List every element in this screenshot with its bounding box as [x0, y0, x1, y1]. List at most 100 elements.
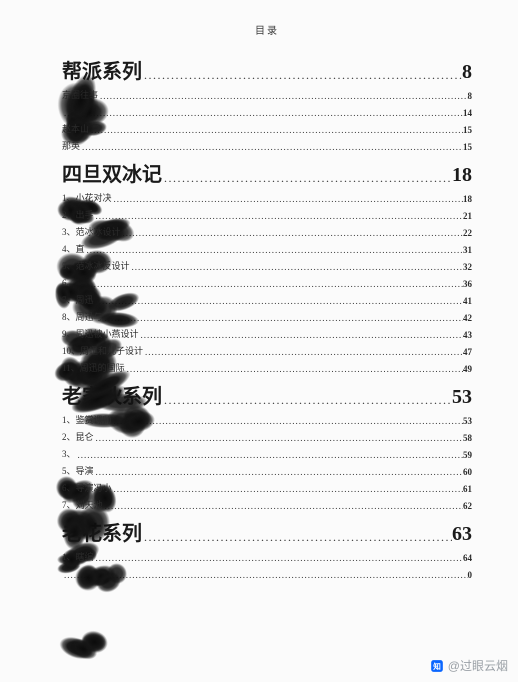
dot-leaders [139, 331, 463, 340]
entry-label: 9、周迅被小燕设计 [62, 327, 139, 340]
entry-page: 8 [468, 91, 473, 101]
dot-leaders [142, 531, 452, 546]
section-page: 53 [452, 386, 472, 409]
entry-label: 6、导演冯小 [62, 481, 112, 494]
zhihu-icon: 知 [430, 659, 444, 673]
entry-page: 32 [463, 262, 472, 272]
entry-page: 58 [463, 433, 472, 443]
dot-leaders [94, 297, 463, 306]
entry-label: 那英 [62, 139, 80, 152]
section-title: 老花系列 [62, 517, 142, 546]
toc-section: 老花系列 63 1、瞎编 64 0 [62, 517, 472, 580]
entry-label: 7、刘天池 [62, 498, 103, 511]
entry-label: 4、直 [62, 242, 85, 255]
entry-label: 3、范冰冰设计 [62, 225, 121, 238]
toc-entry: 那英 15 [62, 135, 472, 152]
dot-leaders [62, 571, 468, 580]
entry-label: 京圈往事 [62, 88, 98, 101]
entry-label: 11、周迅的国际 [62, 361, 125, 374]
entry-page: 15 [463, 125, 472, 135]
toc-entry: 6、 36 [62, 272, 472, 289]
toc-section: 老家伙系列531、鉴赏课师532、昆仑583、595、导演606、导演冯小617… [62, 380, 472, 511]
toc-entry: 5、导演60 [62, 460, 472, 477]
section-page: 63 [452, 523, 472, 546]
dot-leaders [62, 109, 463, 118]
entry-page: 47 [463, 347, 472, 357]
toc-entry: 3、范冰冰设计 22 [62, 221, 472, 238]
entry-page: 14 [463, 108, 472, 118]
section-heading-row: 帮派系列 8 [62, 55, 472, 84]
toc-entry: 赵本山 15 [62, 118, 472, 135]
entry-page: 0 [468, 570, 473, 580]
entry-page: 41 [463, 296, 472, 306]
dot-leaders [143, 348, 463, 357]
entry-label: 1、瞎编 [62, 550, 94, 563]
entry-page: 15 [463, 142, 472, 152]
toc-entry: 1、小花对决 18 [62, 187, 472, 204]
entry-label: 5、范冰冰反设计 [62, 259, 130, 272]
dot-leaders [94, 434, 463, 443]
entry-page: 22 [463, 228, 472, 238]
toc-entry: 7、周迅 41 [62, 289, 472, 306]
dot-leaders [94, 554, 463, 563]
dot-leaders [94, 212, 463, 221]
dot-leaders [162, 172, 452, 187]
toc-entry: 6、导演冯小 61 [62, 477, 472, 494]
dot-leaders [103, 502, 463, 511]
entry-label: 5、导演 [62, 464, 94, 477]
toc-entry: 14 [62, 101, 472, 118]
dot-leaders [76, 280, 463, 289]
section-page: 8 [462, 61, 472, 84]
dot-leaders [98, 92, 467, 101]
toc-entry: 京圈往事 8 [62, 84, 472, 101]
table-of-contents: 帮派系列8京圈往事814赵本山15那英15四旦双冰记181、小花对决182、出手… [62, 55, 472, 580]
entry-label: 1、小花对决 [62, 191, 112, 204]
dot-leaders [112, 195, 463, 204]
entry-page: 36 [463, 279, 472, 289]
toc-entry: 2、出手21 [62, 204, 472, 221]
dot-leaders [112, 485, 463, 494]
entry-page: 42 [463, 313, 472, 323]
dot-leaders [89, 126, 463, 135]
entry-page: 59 [463, 450, 472, 460]
watermark: 知 @过眼云烟 [430, 657, 508, 674]
entry-page: 43 [463, 330, 472, 340]
dot-leaders [112, 417, 463, 426]
dot-leaders [103, 314, 463, 323]
toc-entry: 4、直31 [62, 238, 472, 255]
entry-page: 61 [463, 484, 472, 494]
toc-entry: 2、昆仑 58 [62, 426, 472, 443]
entry-label: 赵本山 [62, 122, 89, 135]
entry-label: 10、周迅和儿子设计 [62, 344, 143, 357]
entry-label: 7、周迅 [62, 293, 94, 306]
dot-leaders [80, 143, 463, 152]
svg-text:知: 知 [433, 660, 441, 670]
dot-leaders [125, 365, 463, 374]
toc-entry: 9、周迅被小燕设计 43 [62, 323, 472, 340]
dot-leaders [76, 451, 463, 460]
entry-label: 6、 [62, 276, 76, 289]
dot-leaders [85, 246, 463, 255]
watermark-author: @过眼云烟 [448, 657, 508, 674]
entry-label: 1、鉴赏课师 [62, 413, 112, 426]
section-title: 四旦双冰记 [62, 158, 162, 187]
toc-entry: 1、鉴赏课师 53 [62, 409, 472, 426]
section-title: 帮派系列 [62, 55, 142, 84]
toc-entry: 1、瞎编 64 [62, 546, 472, 563]
dot-leaders [94, 468, 463, 477]
toc-entry: 7、刘天池62 [62, 494, 472, 511]
section-page: 18 [452, 164, 472, 187]
dot-leaders [121, 229, 463, 238]
entry-label: 2、出手 [62, 208, 94, 221]
entry-label: 2、昆仑 [62, 430, 94, 443]
toc-entry: 0 [62, 563, 472, 580]
page: 目录 帮派系列8京圈往事814赵本山15那英15四旦双冰记181、小花对决182… [0, 0, 518, 682]
toc-entry: 11、周迅的国际49 [62, 357, 472, 374]
dot-leaders [162, 394, 452, 409]
toc-entry: 8、周迅与42 [62, 306, 472, 323]
entry-page: 53 [463, 416, 472, 426]
toc-section: 帮派系列 8 京圈往事 8 14 赵本山 15 那英 15 [62, 55, 472, 152]
entry-page: 18 [463, 194, 472, 204]
entry-page: 64 [463, 553, 472, 563]
section-heading-row: 老家伙系列53 [62, 380, 472, 409]
